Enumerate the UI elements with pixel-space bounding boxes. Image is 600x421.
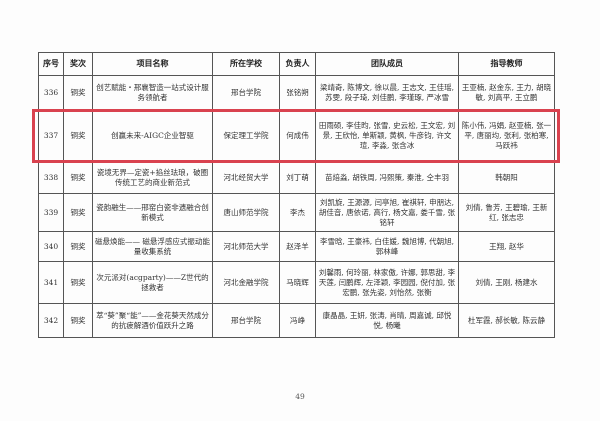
cell-leader: 何成伟 [279,109,316,162]
cell-advisors: 韩朝阳 [458,161,555,194]
cell-no: 341 [38,261,64,304]
cell-members: 梁靖奇, 陈博文, 徐以晨, 王志文, 王佳瑶, 苏雯, 段子琦, 刘佳鹏, 李… [315,75,459,110]
cell-advisors: 杜军霞, 郝长敏, 陈云静 [458,303,555,338]
header-no: 序号 [38,52,64,76]
cell-award: 铜奖 [63,193,93,232]
cell-project: 瓷境无界—定瓷+掐丝珐琅，破圈传统工艺的商业新范式 [92,161,213,194]
cell-award: 铜奖 [63,109,93,162]
cell-members: 刘馨雨, 何玲丽, 林家傲, 许娜, 郭思甜, 李天莲, 闫鹏辉, 左泽颖, 李… [315,261,459,304]
cell-project: 创艺赋能・邢襄智造一站式设计服务领航者 [92,75,213,110]
cell-leader: 冯峥 [279,303,316,338]
cell-no: 342 [38,303,64,338]
table-header-row: 序号 奖次 项目名称 所在学校 负责人 团队成员 指导教师 [38,52,555,76]
cell-members: 刘凯旋, 王源源, 闫亭旭, 崔祺轩, 申朋达, 胡佳音, 唐依诺, 高行, 杨… [315,193,459,232]
table-row: 337 铜奖 创赢未来-AIGC企业智驱 保定理工学院 何成伟 田雨硕, 李佳昀, 张雪,… [38,109,555,162]
table-row: 339 铜奖 瓷韵融生——邢窑白瓷非遗融合创新模式 唐山师范学院 李杰 刘凯旋, 王源源,… [38,193,555,232]
cell-no: 340 [38,231,64,262]
cell-school: 邢台学院 [212,75,280,110]
cell-no: 339 [38,193,64,232]
table-row: 338 铜奖 瓷境无界—定瓷+掐丝珐琅，破圈传统工艺的商业新范式 河北经贸大学 刘丁萌苗… [38,161,555,194]
header-school: 所在学校 [212,52,280,76]
table-row: 336 铜奖 创艺赋能・邢襄智造一站式设计服务领航者 邢台学院 张铭朔 梁靖奇, 陈博文,… [38,75,555,110]
cell-members: 李雪晗, 王豪祎, 白佳媛, 魏旭博, 代朝旭, 郭林峰 [315,231,459,262]
cell-leader: 马晓辉 [279,261,316,304]
header-members: 团队成员 [315,52,459,76]
cell-project: 磁悬焕能—— 磁悬浮感应式振动能量收集系统 [92,231,213,262]
cell-no: 336 [38,75,64,110]
cell-award: 铜奖 [63,161,93,194]
cell-award: 铜奖 [63,261,93,304]
cell-school: 邢台学院 [212,303,280,338]
cell-school: 河北金融学院 [212,261,280,304]
header-leader: 负责人 [279,52,316,76]
cell-award: 铜奖 [63,303,93,338]
awards-table: 序号 奖次 项目名称 所在学校 负责人 团队成员 指导教师 336 铜奖 创艺赋能・… [38,52,555,338]
cell-advisors: 王亚楠, 赵金东, 王力, 胡晓敏, 刘高平, 王立鹏 [458,75,555,110]
cell-leader: 刘丁萌 [279,161,316,194]
cell-advisors: 陈小伟, 冯娟, 赵亚楠, 张一平, 唐丽均, 张利, 张柏寒, 马跃祎 [458,109,555,162]
cell-leader: 张铭朔 [279,75,316,110]
cell-advisors: 王翔, 赵华 [458,231,555,262]
cell-project: 创赢未来-AIGC企业智驱 [92,109,213,162]
header-advisors: 指导教师 [458,52,555,76]
cell-project: 瓷韵融生——邢窑白瓷非遗融合创新模式 [92,193,213,232]
cell-project: 次元派对(acgparty)——Z世代的拯救者 [92,261,213,304]
cell-advisors: 刘倩, 鲁芳, 王碧瑜, 王新红, 张志忠 [458,193,555,232]
cell-no: 338 [38,161,64,194]
table-row: 341 铜奖 次元派对(acgparty)——Z世代的拯救者 河北金融学院 马晓辉 刘馨雨… [38,261,555,304]
cell-no: 337 [38,109,64,162]
cell-award: 铜奖 [63,231,93,262]
cell-school: 唐山师范学院 [212,193,280,232]
cell-members: 康晶晶, 王妍, 张涛, 肖晴, 周嘉诚, 邱悦悦, 杨曦 [315,303,459,338]
cell-leader: 李杰 [279,193,316,232]
page-number: 49 [295,392,305,401]
table-row: 340 铜奖 磁悬焕能—— 磁悬浮感应式振动能量收集系统 河北师范大学 赵泽羊 李雪晗, … [38,231,555,262]
cell-school: 河北师范大学 [212,231,280,262]
table-row: 342 铜奖 萃“葵”聚“能”——金花葵天然成分的抗疲解酒价值跃升之路 邢台学院 冯峥康… [38,303,555,338]
cell-members: 田雨硕, 李佳昀, 张雪, 史云松, 王文宏, 刘景, 王欣怡, 单斯颖, 黄枫… [315,109,459,162]
cell-project: 萃“葵”聚“能”——金花葵天然成分的抗疲解酒价值跃升之路 [92,303,213,338]
header-award: 奖次 [63,52,93,76]
header-project: 项目名称 [92,52,213,76]
cell-school: 河北经贸大学 [212,161,280,194]
cell-school: 保定理工学院 [212,109,280,162]
cell-award: 铜奖 [63,75,93,110]
cell-leader: 赵泽羊 [279,231,316,262]
cell-advisors: 刘倩, 王刚, 杨建水 [458,261,555,304]
cell-members: 苗焙淼, 胡铁周, 冯熙策, 秦淮, 仝丰羽 [315,161,459,194]
